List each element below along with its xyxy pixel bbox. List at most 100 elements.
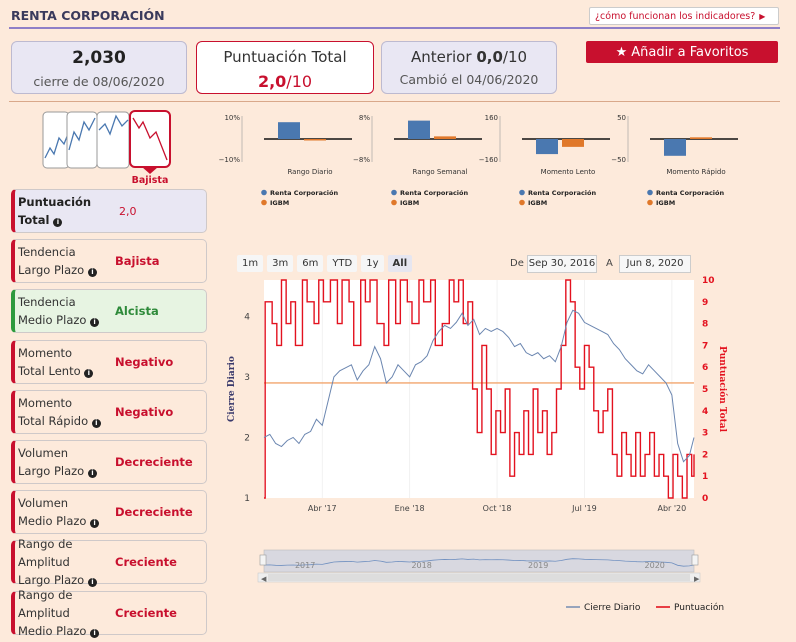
date-to-input[interactable]: Jun 8, 2020 (619, 255, 691, 273)
indicator-range-medium[interactable]: Rango de Amplitud Medio Plazo i Creciente (11, 587, 207, 638)
mini-xlabel: Momento Lento (541, 168, 596, 176)
score-series-line (264, 279, 695, 499)
navigator-tick: 2017 (295, 561, 315, 570)
y2-tick-label: 10 (702, 276, 715, 286)
mini-legend-label: Renta Corporación (400, 189, 468, 197)
y2-tick-label: 4 (702, 407, 708, 417)
previous-score-changed: Cambió el 04/06/2020 (399, 72, 539, 87)
info-icon[interactable]: i (90, 519, 100, 529)
indicator-total-score[interactable]: Puntuación Total i 2,0 (11, 189, 207, 233)
range-selector: 1m 3m 6m YTD 1y All (237, 255, 413, 272)
indicator-label-line2: Largo Plazo (18, 263, 85, 278)
legend-score-label: Puntuación (674, 602, 724, 613)
info-icon[interactable]: i (53, 218, 63, 227)
mini-legend-label: IGBM (656, 199, 675, 207)
info-icon[interactable]: i (90, 628, 100, 638)
section-divider (9, 101, 780, 102)
mini-tick-bottom: −50 (611, 156, 626, 164)
indicator-label-line2: Medio Plazo (18, 623, 87, 638)
previous-score-label: Anterior (410, 48, 472, 66)
add-favorites-button[interactable]: ★ Añadir a Favoritos (586, 41, 778, 63)
y2-tick-label: 5 (702, 385, 708, 395)
date-from-label: De (510, 258, 524, 269)
star-icon: ★ (615, 44, 628, 60)
indicator-label-line1: Puntuación (18, 195, 92, 209)
mini-legend-label: Renta Corporación (528, 189, 596, 197)
previous-score-max: /10 (502, 48, 528, 66)
indicator-trend-long[interactable]: Tendencia Largo Plazo i Bajista (11, 239, 207, 284)
range-all-button[interactable]: All (387, 255, 413, 272)
date-from-input[interactable]: Sep 30, 2016 (527, 255, 597, 273)
mini-bar-renta (536, 139, 558, 155)
navigator-tick: 2018 (411, 561, 431, 570)
indicator-label-line1: Tendencia (18, 245, 76, 260)
mini-tick-bottom: −10% (219, 156, 241, 164)
mini-legend-marker (261, 199, 267, 206)
indicator-label-line1: Volumen (18, 445, 69, 460)
trend-card-bajista[interactable] (129, 110, 171, 174)
info-icon[interactable]: i (87, 268, 97, 278)
total-score-max: /10 (286, 72, 313, 91)
indicator-label-line1: Volumen (18, 496, 69, 511)
y2-tick-label: 0 (702, 494, 708, 504)
indicator-volume-medium[interactable]: Volumen Medio Plazo i Decreciente (11, 490, 207, 535)
close-price-card: 2,030 cierre de 08/06/2020 (11, 41, 187, 94)
range-6m-button[interactable]: 6m (297, 255, 324, 272)
mini-bar-igbm (304, 139, 326, 141)
plot-area (264, 280, 694, 498)
indicator-label-line1: Tendencia (18, 295, 76, 310)
y-tick-label: 2 (244, 433, 250, 443)
y-axis-title: Cierre Diario (227, 356, 237, 422)
indicator-value: Alcista (115, 304, 159, 319)
mini-chart-2: 8% −8% Rango Semanal Renta Corporación IGBM (353, 114, 482, 207)
info-icon[interactable]: i (84, 368, 94, 378)
help-link[interactable]: ¿cómo funcionan los indicadores? ▶ (589, 7, 779, 25)
y2-tick-label: 2 (702, 450, 708, 460)
help-link-label: ¿cómo funcionan los indicadores? (595, 10, 756, 22)
indicator-momentum-fast[interactable]: Momento Total Rápido i Negativo (11, 389, 207, 434)
indicator-label-line2: Total Lento (18, 363, 81, 378)
scroll-left-icon: ◀ (261, 575, 267, 583)
range-3m-button[interactable]: 3m (267, 255, 294, 272)
x-tick-label: Abr '17 (308, 504, 337, 513)
y-tick-label: 3 (244, 373, 250, 383)
mini-legend-marker (391, 189, 397, 196)
range-1y-button[interactable]: 1y (361, 255, 384, 272)
mini-chart-4: 50 −50 Momento Rápido Renta Corporación IGBM (611, 114, 738, 207)
indicator-trend-medium[interactable]: Tendencia Medio Plazo i Alcista (11, 289, 207, 334)
indicator-list: Puntuación Total i 2,0 Tendencia Largo Pla… (11, 189, 207, 641)
trend-card-1 (42, 111, 70, 169)
indicator-label-line1: Momento (18, 395, 73, 410)
indicator-label-line1: Rango de Amplitud (18, 587, 73, 620)
info-icon[interactable]: i (90, 318, 100, 328)
indicator-value: Creciente (115, 555, 177, 570)
previous-score: Anterior 0,0/10 (382, 48, 556, 66)
previous-score-card: Anterior 0,0/10 Cambió el 04/06/2020 (381, 41, 557, 94)
navigator-handle-left (259, 554, 267, 566)
mini-chart-1: 10% −10% Rango Diario Renta Corporación IGBM (219, 114, 352, 207)
mini-xlabel: Rango Semanal (413, 168, 468, 176)
indicator-volume-long[interactable]: Volumen Largo Plazo i Decreciente (11, 439, 207, 484)
y-tick-label: 4 (244, 312, 250, 322)
navigator-tick: 2019 (528, 561, 548, 570)
price-series-line (263, 309, 695, 463)
indicator-momentum-slow[interactable]: Momento Total Lento i Negativo (11, 339, 207, 384)
info-icon[interactable]: i (87, 468, 97, 478)
indicator-value: Creciente (115, 605, 177, 620)
mini-bar-charts: 10% −10% Rango Diario Renta Corporación IGBM… (219, 114, 738, 207)
info-icon[interactable]: i (87, 578, 97, 588)
mini-bar-renta (408, 120, 430, 139)
y2-tick-label: 1 (702, 472, 708, 482)
mini-bar-renta (664, 139, 686, 156)
mini-legend-label: Renta Corporación (270, 189, 338, 197)
mini-bar-igbm (690, 137, 712, 139)
price-score-chart: 1 2 3 4 0 1 2 3 4 5 6 7 8 9 10 Abr '17 Ene '18 Oct '18 Jul… (227, 276, 728, 613)
mini-legend-marker (391, 199, 397, 206)
range-1m-button[interactable]: 1m (237, 255, 264, 272)
total-score-title: Puntuación Total (223, 48, 347, 66)
mini-tick-top: 10% (224, 114, 240, 122)
indicator-range-long[interactable]: Rango de Amplitud Largo Plazo i Creciente (11, 537, 207, 588)
info-icon[interactable]: i (91, 418, 101, 428)
range-ytd-button[interactable]: YTD (327, 255, 358, 272)
trend-card-2 (66, 111, 98, 169)
